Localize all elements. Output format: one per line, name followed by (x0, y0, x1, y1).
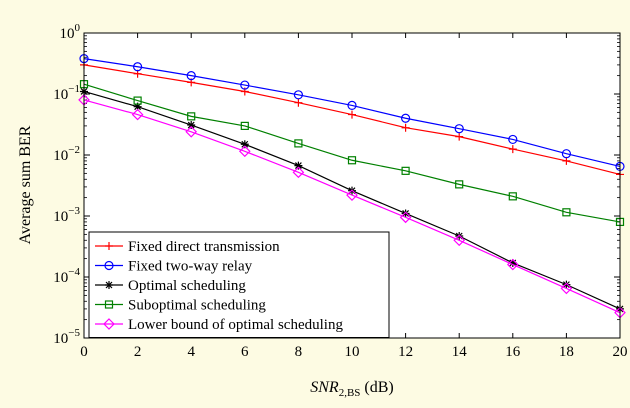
data-point (133, 62, 143, 72)
data-point (506, 258, 519, 271)
data-point (186, 71, 196, 81)
y-tick-label-exponent: −3 (68, 205, 80, 217)
legend-label: Lower bound of optimal scheduling (128, 317, 343, 333)
y-tick-label-base: 10 (53, 209, 68, 225)
x-tick-label: 10 (345, 344, 360, 360)
data-point (133, 102, 142, 111)
data-point (401, 166, 410, 175)
data-point (185, 125, 198, 138)
data-point (508, 145, 517, 154)
y-tick-label: 10−3 (53, 205, 80, 225)
legend-box (88, 231, 390, 338)
y-tick-label-base: 10 (53, 270, 68, 286)
y-tick-label-exponent: −4 (68, 266, 80, 278)
legend: Fixed direct transmission Fixed two-way r… (88, 231, 390, 338)
legend-marker (105, 242, 113, 250)
x-tick-label: 6 (241, 344, 249, 360)
data-point (187, 112, 196, 121)
legend-label: Suboptimal scheduling (128, 298, 266, 314)
x-axis-label: SNR2,BS (dB) (310, 379, 394, 399)
y-tick-label-base: 10 (53, 148, 68, 164)
data-point (399, 211, 412, 224)
data-point (508, 192, 517, 201)
data-point (131, 108, 144, 121)
data-point (561, 149, 572, 159)
y-tick-label-exponent: 0 (75, 22, 81, 34)
data-point (348, 110, 356, 119)
y-tick-label: 100 (60, 22, 81, 42)
data-point (401, 123, 410, 132)
legend-marker (104, 300, 114, 309)
series-line (83, 58, 621, 167)
y-tick-label-exponent: −2 (68, 144, 80, 156)
legend-marker (104, 260, 114, 271)
data-point (347, 100, 357, 111)
y-tick-label-exponent: −5 (68, 327, 80, 339)
data-point (294, 161, 303, 170)
x-tick-label: 4 (187, 344, 195, 360)
data-point (238, 145, 251, 158)
y-axis-label: Average sum BER (17, 125, 34, 244)
y-tick-label: 10−5 (53, 327, 80, 347)
y-tick-label-base: 10 (60, 26, 75, 42)
data-point (240, 140, 249, 149)
x-tick-label: 0 (80, 344, 88, 360)
x-axis-label-sub: 2,BS (339, 387, 361, 399)
x-tick-label: 14 (452, 344, 468, 360)
data-point (187, 121, 196, 130)
legend-marker (103, 318, 115, 330)
data-point (294, 98, 303, 107)
legend-label: Optimal scheduling (128, 278, 246, 294)
series-line (83, 83, 621, 223)
x-tick-label: 18 (559, 344, 574, 360)
data-point (560, 282, 573, 295)
data-point (508, 134, 518, 145)
data-point (562, 280, 571, 289)
legend-label: Fixed direct transmission (128, 239, 280, 255)
series-line (83, 99, 621, 314)
data-point (294, 139, 303, 148)
x-axis-label-main: SNR (310, 379, 339, 396)
y-tick-label-base: 10 (53, 87, 68, 103)
data-point (240, 80, 250, 90)
data-point (240, 121, 249, 130)
y-tick-label: 10−1 (53, 83, 80, 103)
y-tick-label: 10−2 (53, 144, 80, 164)
y-tick-label-base: 10 (53, 331, 68, 347)
data-point (133, 96, 142, 105)
x-axis-label-unit: (dB) (360, 379, 393, 396)
legend-label: Fixed two-way relay (128, 259, 253, 275)
x-tick-label: 8 (295, 344, 303, 360)
data-point (453, 234, 466, 247)
data-point (401, 209, 410, 218)
data-point (562, 208, 571, 217)
x-tick-label: 2 (134, 344, 142, 360)
data-point (401, 113, 411, 123)
data-point (455, 180, 464, 189)
y-tick-label-exponent: −1 (68, 83, 80, 95)
x-tick-label: 12 (398, 344, 413, 360)
data-point (347, 156, 357, 165)
x-tick-label: 20 (613, 344, 628, 360)
data-point (346, 189, 358, 201)
data-point (293, 90, 303, 100)
data-point (292, 166, 305, 179)
legend-marker (105, 281, 113, 289)
data-point (508, 258, 517, 267)
data-point (455, 132, 464, 141)
x-tick-label: 16 (505, 344, 521, 360)
y-tick-label: 10−4 (53, 266, 80, 286)
data-point (454, 124, 464, 134)
